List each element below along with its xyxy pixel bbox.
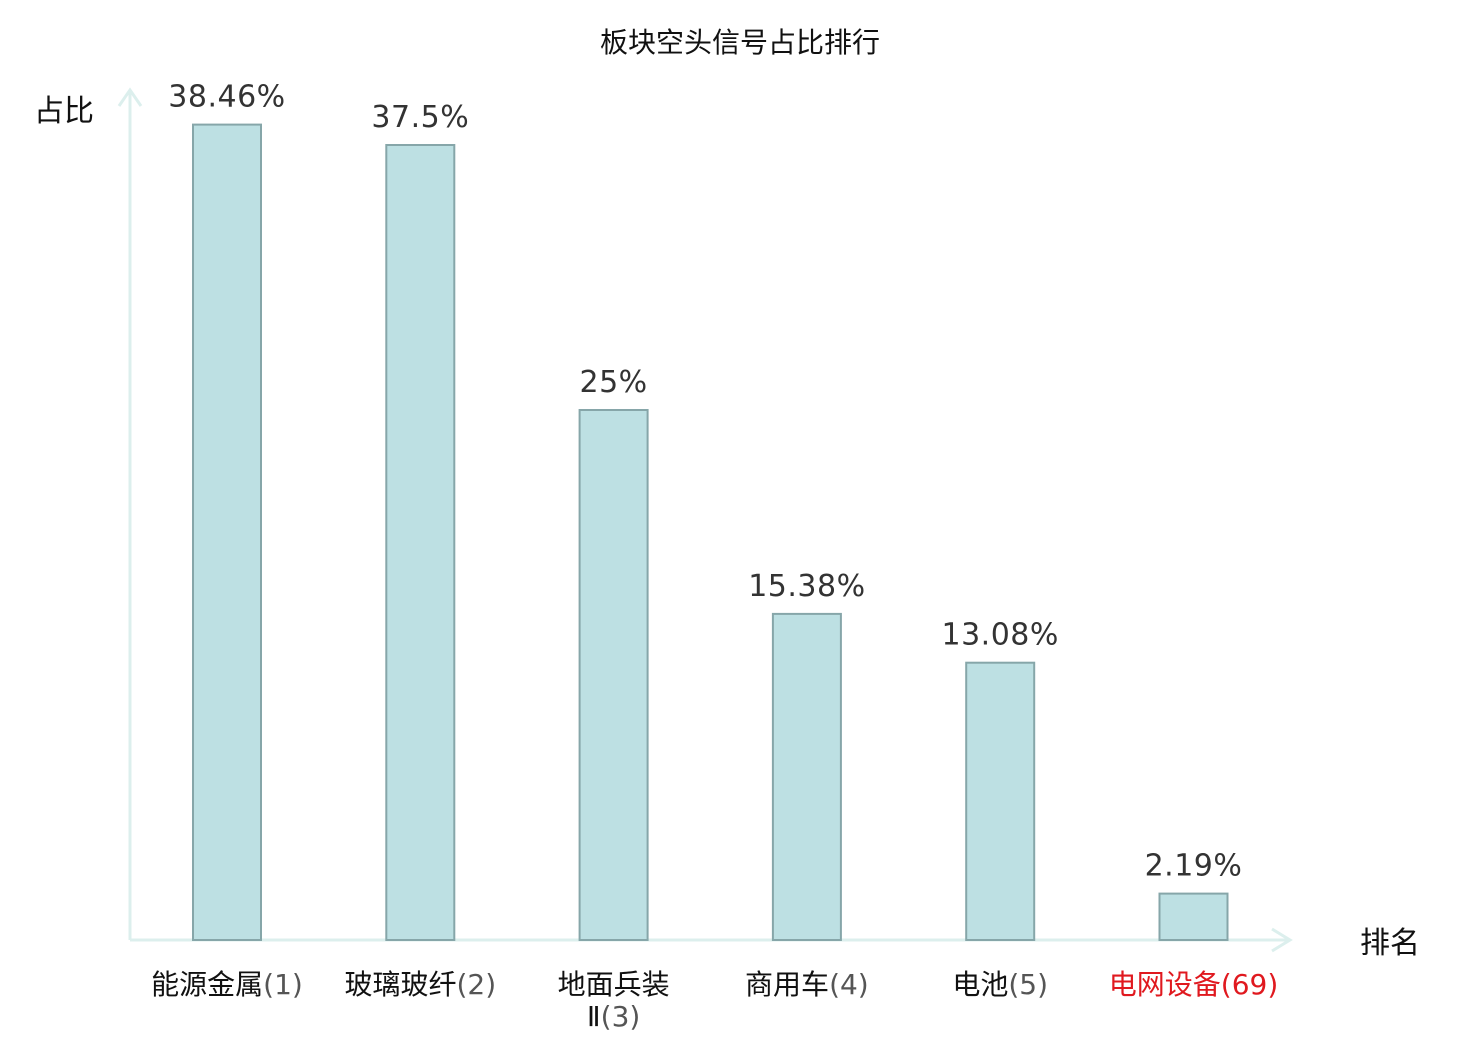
value-label-4: 15.38% (748, 569, 865, 604)
x-axis-arrow (1271, 927, 1293, 953)
category-rank: (1) (263, 968, 303, 1001)
category-label-1: 能源金属(1) (151, 968, 303, 1001)
y-axis-arrow (117, 87, 143, 107)
category-rank: (3) (601, 1000, 641, 1033)
axes (117, 87, 1293, 953)
bar-1 (192, 123, 262, 942)
value-label-1: 38.46% (168, 80, 285, 115)
category-label-4: 商用车(4) (745, 968, 869, 1001)
value-labels: 38.46% 37.5% 25% 15.38% 13.08% 2.19% (168, 80, 1242, 884)
category-name: 能源金属 (151, 968, 263, 1001)
category-name: 玻璃玻纤 (344, 968, 456, 1001)
category-label-3: 地面兵装 Ⅱ(3) (558, 968, 670, 1033)
y-axis-label: 占比 (34, 94, 94, 129)
category-label-2: 玻璃玻纤(2) (344, 968, 496, 1001)
bar-5 (965, 661, 1036, 941)
bars (192, 123, 1229, 942)
value-label-6: 2.19% (1145, 849, 1243, 884)
category-label-6: 电网设备(69) (1109, 968, 1279, 1001)
category-name: 电网设备 (1109, 968, 1221, 1001)
value-label-2: 37.5% (371, 100, 469, 135)
category-name: 电池 (952, 968, 1008, 1001)
category-rank: (5) (1008, 968, 1048, 1001)
value-label-5: 13.08% (942, 618, 1059, 653)
category-label-5: 电池(5) (952, 968, 1048, 1001)
category-name: 商用车 (745, 968, 829, 1001)
bar-4 (771, 612, 842, 942)
value-label-3: 25% (580, 365, 648, 400)
bar-6 (1158, 892, 1229, 941)
category-labels: 能源金属(1) 玻璃玻纤(2) 地面兵装 Ⅱ(3) 商用车(4) 电池(5) 电网设备(69… (151, 968, 1278, 1033)
bar-3 (578, 409, 649, 941)
category-rank: (69) (1221, 968, 1278, 1001)
category-name: Ⅱ (587, 1000, 601, 1033)
chart-title: 板块空头信号占比排行 (600, 26, 880, 59)
category-name: 地面兵装 (558, 968, 670, 1001)
category-rank: (4) (829, 968, 869, 1001)
x-axis-label: 排名 (1360, 926, 1420, 961)
category-rank: (2) (456, 968, 496, 1001)
bar-2 (385, 144, 456, 941)
